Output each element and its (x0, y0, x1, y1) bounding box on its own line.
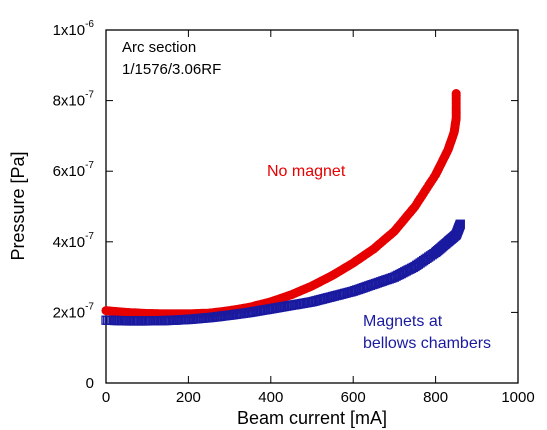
data-point (451, 89, 461, 98)
x-tick-label: 600 (341, 389, 366, 406)
series-1 (101, 219, 465, 326)
y-tick-exponent: -6 (85, 19, 94, 30)
annotation-line-1: Arc section (122, 39, 196, 56)
series-layer (101, 89, 465, 326)
y-tick-mantissa: 6x10 (53, 163, 86, 180)
y-tick-exponent: -7 (85, 90, 94, 101)
y-tick-mantissa: 2x10 (53, 304, 86, 321)
x-axis-label: Beam current [mA] (237, 408, 387, 428)
series-label-no-magnet: No magnet (267, 163, 346, 180)
x-tick-label: 400 (258, 389, 283, 406)
annotation-line-2: 1/1576/3.06RF (122, 61, 221, 78)
y-tick-mantissa: 1x10 (53, 22, 86, 39)
y-tick-label: 0 (86, 375, 94, 392)
x-axis: 0 200 400 600 800 1000 (102, 30, 535, 406)
y-tick-label: 8x10-7 (53, 90, 95, 110)
x-tick-label: 0 (102, 389, 110, 406)
series-label-magnets-line-2: bellows chambers (363, 335, 491, 352)
x-tick-label: 200 (176, 389, 201, 406)
y-tick-exponent: -7 (85, 301, 94, 312)
x-tick-label: 800 (423, 389, 448, 406)
series-0 (101, 89, 461, 319)
y-tick-label: 2x10-7 (53, 301, 95, 321)
y-tick-label: 6x10-7 (53, 160, 95, 180)
y-tick-label: 1x10-6 (53, 19, 95, 39)
y-tick-exponent: -7 (85, 160, 94, 171)
y-tick-mantissa: 4x10 (53, 234, 86, 251)
y-axis-label: Pressure [Pa] (8, 151, 28, 260)
data-point (455, 219, 465, 229)
x-tick-label: 1000 (501, 389, 534, 406)
y-tick-label: 4x10-7 (53, 231, 95, 251)
y-tick-mantissa: 8x10 (53, 93, 86, 110)
series-label-magnets-line-1: Magnets at (363, 313, 443, 330)
plot-frame (105, 29, 519, 384)
y-tick-exponent: -7 (85, 231, 94, 242)
y-tick-mantissa: 0 (86, 375, 94, 392)
